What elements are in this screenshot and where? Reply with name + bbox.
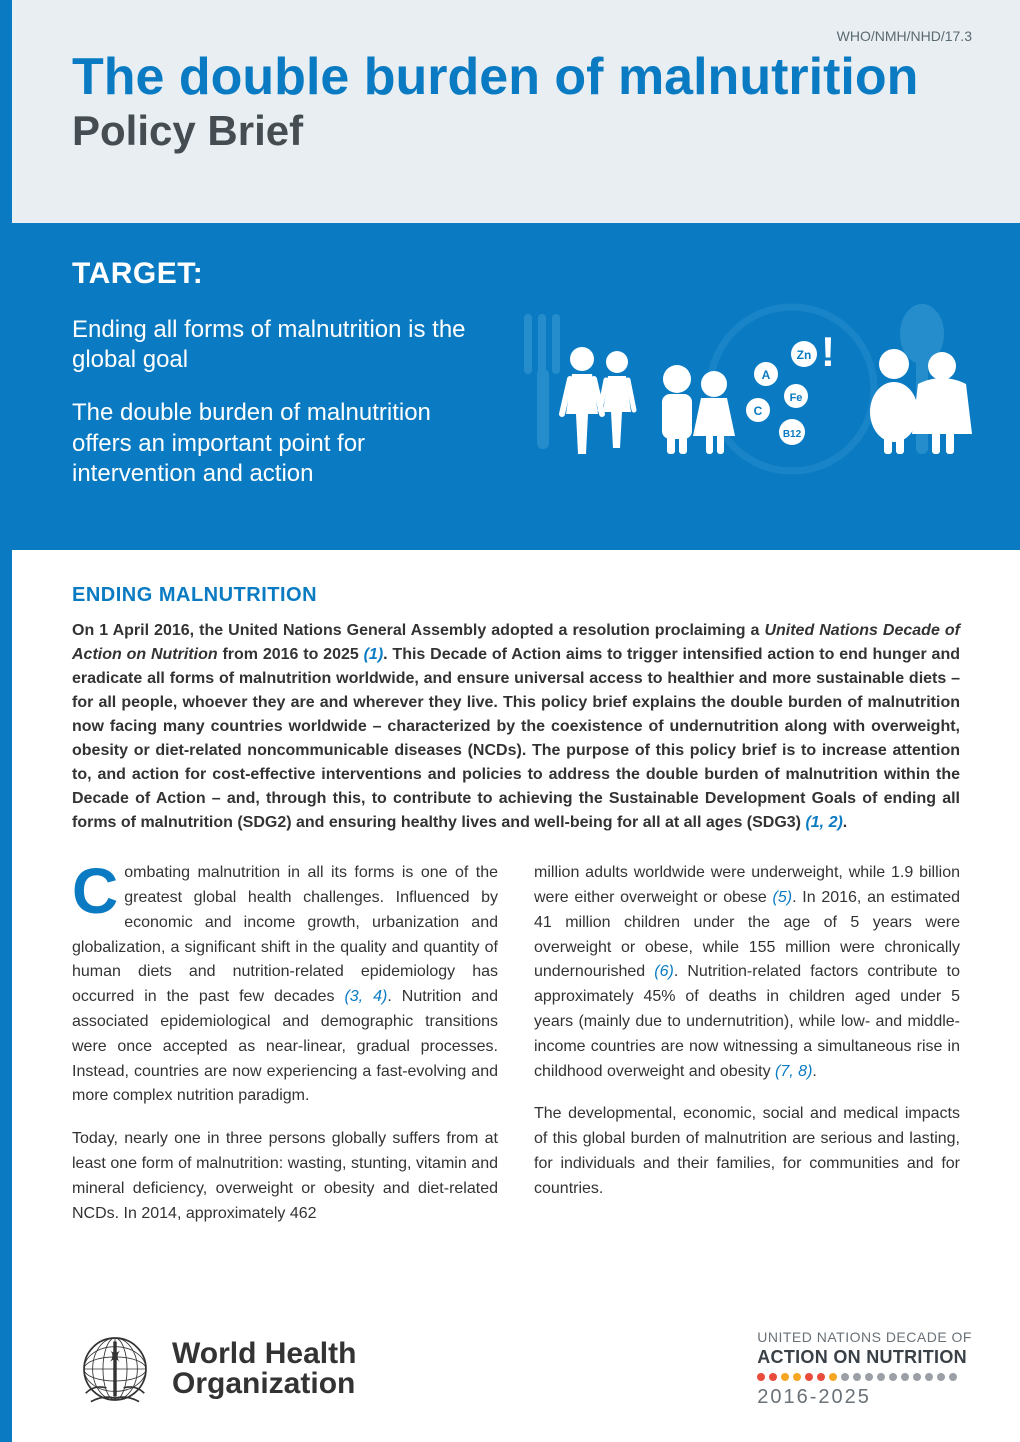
body-text: Today, nearly one in three persons globa… (72, 1127, 498, 1226)
lead-text: . (843, 814, 847, 831)
dot-icon (853, 1373, 861, 1381)
who-line1: World Health (172, 1339, 356, 1369)
dot-icon (949, 1373, 957, 1381)
dot-icon (781, 1373, 789, 1381)
un-decade-years: 2016-2025 (757, 1385, 972, 1410)
page-header: WHO/NMH/NHD/17.3 The double burden of ma… (12, 0, 1020, 223)
citation-ref: (5) (773, 889, 793, 906)
target-text-block: TARGET: Ending all forms of malnutrition… (72, 257, 472, 513)
column-left: Combating malnutrition in all its forms … (72, 861, 498, 1244)
dot-icon (937, 1373, 945, 1381)
citation-ref: (1, 2) (805, 814, 842, 831)
lead-text: from 2016 to 2025 (218, 646, 364, 663)
dot-icon (925, 1373, 933, 1381)
badge-zn: Zn (797, 348, 812, 362)
target-line-1: Ending all forms of malnutrition is the … (72, 315, 472, 376)
column-right: million adults worldwide were underweigh… (534, 861, 960, 1244)
exclaim-icon: ! (821, 328, 835, 375)
lead-text: On 1 April 2016, the United Nations Gene… (72, 622, 764, 639)
target-section: TARGET: Ending all forms of malnutrition… (12, 223, 1020, 551)
body-text: The developmental, economic, social and … (534, 1102, 960, 1201)
body-text: ombating malnutrition in all its forms i… (72, 864, 498, 1005)
badge-a: A (762, 368, 771, 382)
who-line2: Organization (172, 1369, 356, 1399)
un-decade-line1: UNITED NATIONS DECADE OF (757, 1329, 972, 1347)
body-content: ENDING MALNUTRITION On 1 April 2016, the… (12, 550, 1020, 1264)
citation-ref: (1) (364, 646, 384, 663)
who-emblem-icon (72, 1326, 158, 1412)
target-heading: TARGET: (72, 257, 472, 291)
dot-icon (865, 1373, 873, 1381)
body-text: . (812, 1063, 816, 1080)
dot-icon (841, 1373, 849, 1381)
dot-icon (805, 1373, 813, 1381)
dot-icon (817, 1373, 825, 1381)
badge-c: C (754, 404, 763, 418)
dot-icon (769, 1373, 777, 1381)
un-decade-line2: ACTION ON NUTRITION (757, 1346, 972, 1369)
lead-paragraph: On 1 April 2016, the United Nations Gene… (72, 619, 960, 835)
body-text: . Nutrition and associated epidemiologic… (72, 988, 498, 1104)
dot-icon (877, 1373, 885, 1381)
badge-b12: B12 (783, 429, 802, 440)
who-logo: World Health Organization (72, 1326, 356, 1412)
document-reference: WHO/NMH/NHD/17.3 (72, 28, 972, 44)
dot-icon (829, 1373, 837, 1381)
citation-ref: (6) (654, 963, 674, 980)
dot-icon (889, 1373, 897, 1381)
page-subtitle: Policy Brief (72, 107, 972, 155)
page-root: WHO/NMH/NHD/17.3 The double burden of ma… (0, 0, 1020, 1442)
dot-icon (913, 1373, 921, 1381)
section-heading: ENDING MALNUTRITION (72, 584, 960, 607)
un-decade-logo: UNITED NATIONS DECADE OF ACTION ON NUTRI… (757, 1329, 972, 1410)
malnutrition-icons: A Zn ! C Fe B12 (492, 284, 992, 484)
dot-icon (757, 1373, 765, 1381)
thin-people-icon (562, 347, 634, 454)
citation-ref: (3, 4) (344, 988, 387, 1005)
page-footer: World Health Organization UNITED NATIONS… (72, 1326, 972, 1412)
dot-icon (793, 1373, 801, 1381)
who-logo-text: World Health Organization (172, 1339, 356, 1399)
micronutrient-icons: A Zn ! C Fe B12 (746, 328, 835, 445)
dropcap: C (72, 861, 124, 917)
target-infographic: A Zn ! C Fe B12 (492, 257, 992, 513)
body-columns: Combating malnutrition in all its forms … (72, 861, 960, 1244)
page-title: The double burden of malnutrition (72, 50, 972, 105)
lead-bold: double burden of malnutrition (730, 694, 960, 711)
badge-fe: Fe (790, 392, 803, 404)
citation-ref: (7, 8) (775, 1063, 812, 1080)
target-line-2: The double burden of malnutrition offers… (72, 398, 472, 490)
dot-icon (901, 1373, 909, 1381)
body-text: . Nutrition-related factors contribute t… (534, 963, 960, 1079)
un-decade-dots (757, 1373, 972, 1381)
